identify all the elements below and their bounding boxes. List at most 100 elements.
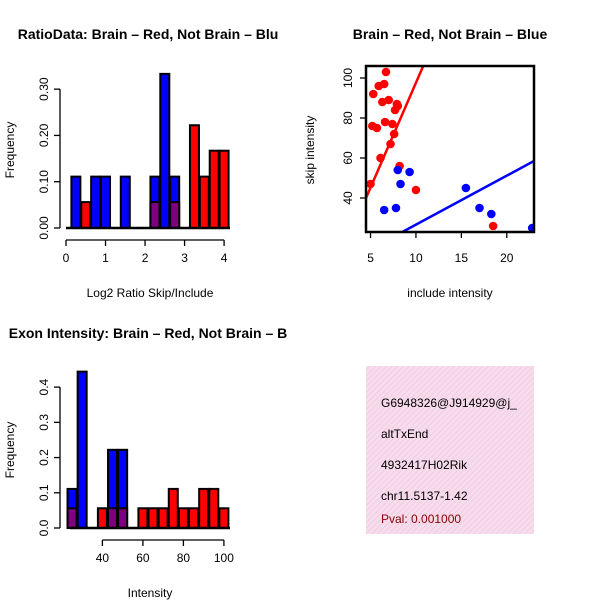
scatter-frame — [364, 64, 536, 234]
scatter-y-axis-label: skip intensity — [303, 116, 317, 185]
not-brain-bar — [70, 175, 82, 230]
ratio-brain-bars — [80, 124, 230, 230]
x-tick-label: 60 — [136, 551, 150, 565]
exon-histogram-title: Exon Intensity: Brain – Red, Not Brain –… — [9, 325, 288, 341]
not-brain-point — [391, 203, 401, 213]
x-tick-label: 3 — [181, 251, 188, 265]
brain-point — [376, 153, 385, 163]
y-tick-label: 0.2 — [37, 449, 51, 466]
x-tick-label: 4 — [221, 251, 228, 265]
not-brain-point — [527, 223, 534, 232]
x-tick-label: 80 — [177, 551, 191, 565]
brain-point — [411, 185, 421, 195]
x-tick-label: 5 — [367, 251, 374, 265]
y-tick-label: 40 — [341, 191, 355, 205]
info-event-type: altTxEnd — [381, 427, 428, 441]
info-location: chr11.5137-1.42 — [381, 489, 468, 503]
y-tick-label: 0.3 — [37, 414, 51, 431]
brain-point — [381, 67, 391, 77]
brain-bar — [149, 201, 161, 230]
info-text-clip: G6948326@J914929@j_ altTxEnd 4932417H02R… — [381, 396, 517, 526]
brain-bar — [96, 507, 108, 529]
brain-bar — [147, 507, 159, 529]
y-tick-label: 0.1 — [37, 484, 51, 501]
exon-x-axis-label: Intensity — [128, 586, 173, 600]
y-tick-label: 0.4 — [37, 378, 51, 395]
exon-x-axis: 40 60 80 100 — [96, 539, 234, 565]
exon-brain-bars — [66, 487, 230, 529]
not-brain-bar — [76, 370, 88, 530]
scatter-y-axis: 40 60 80 100 — [341, 68, 366, 205]
info-gene-name: 4932417H02Rik — [381, 458, 468, 472]
ratio-histogram-panel: RatioData: Brain – Red, Not Brain – Blu … — [3, 26, 278, 300]
brain-point — [386, 139, 395, 149]
brain-point — [368, 89, 378, 99]
brain-bar — [188, 124, 200, 229]
ratio-y-axis: 0.00 0.10 0.20 0.30 — [37, 77, 61, 240]
info-pval: Pval: 0.001000 — [381, 512, 461, 526]
y-tick-label: 0.0 — [37, 519, 51, 536]
x-tick-label: 0 — [63, 251, 70, 265]
brain-bar — [198, 487, 210, 529]
brain-point — [393, 101, 403, 111]
intensity-scatter-panel: Brain – Red, Not Brain – Blue 5 10 15 20 40… — [303, 26, 547, 300]
y-tick-label: 100 — [341, 68, 355, 88]
brain-bar — [218, 149, 230, 229]
not-brain-point — [396, 179, 405, 189]
brain-bar — [66, 507, 78, 529]
not-brain-bar — [119, 175, 131, 230]
y-tick-label: 0.00 — [37, 216, 51, 240]
x-tick-label: 1 — [102, 251, 109, 265]
brain-point — [388, 119, 397, 129]
exon-y-axis-label: Frequency — [3, 422, 17, 479]
exon-not-brain-bars — [66, 370, 129, 530]
ratio-x-axis-label: Log2 Ratio Skip/Include — [87, 286, 214, 300]
y-tick-label: 0.30 — [37, 77, 51, 101]
y-tick-label: 0.10 — [37, 170, 51, 194]
x-tick-label: 20 — [500, 251, 514, 265]
info-box — [366, 366, 534, 534]
x-tick-label: 100 — [214, 551, 234, 565]
not-brain-point — [475, 203, 484, 213]
x-tick-label: 15 — [455, 251, 469, 265]
y-tick-label: 0.20 — [37, 123, 51, 147]
scatter-x-axis: 5 10 15 20 — [367, 232, 514, 265]
brain-point — [379, 79, 389, 89]
brain-bar — [177, 507, 189, 529]
not-brain-fit-line — [401, 159, 534, 232]
y-tick-label: 80 — [341, 111, 355, 125]
exon-y-axis: 0.0 0.1 0.2 0.3 0.4 — [37, 378, 61, 536]
ratio-histogram-title: RatioData: Brain – Red, Not Brain – Blu — [18, 26, 279, 42]
x-tick-label: 40 — [96, 551, 110, 565]
brain-bar — [167, 487, 179, 529]
info-panel: G6948326@J914929@j_ altTxEnd 4932417H02R… — [366, 366, 534, 534]
scatter-plot-area — [366, 66, 534, 232]
scatter-title: Brain – Red, Not Brain – Blue — [353, 26, 548, 42]
brain-bar — [208, 487, 220, 529]
brain-bar — [198, 175, 210, 230]
exon-intensity-histogram-panel: Exon Intensity: Brain – Red, Not Brain –… — [3, 325, 287, 600]
scatter-x-axis-label: include intensity — [407, 286, 492, 300]
brain-bar — [80, 201, 92, 230]
brain-bar — [218, 507, 230, 529]
info-probe-id: G6948326@J914929@j_ — [381, 396, 517, 410]
not-brain-bar — [100, 175, 112, 230]
y-tick-label: 60 — [341, 151, 355, 165]
not-brain-point — [393, 165, 403, 175]
x-tick-label: 2 — [142, 251, 149, 265]
not-brain-point — [379, 205, 389, 215]
ratio-x-axis: 0 1 2 3 4 — [63, 239, 228, 265]
brain-point — [384, 95, 394, 105]
brain-point — [488, 221, 498, 231]
brain-bar — [188, 507, 200, 529]
brain-bar — [169, 201, 181, 230]
brain-bar — [137, 507, 149, 529]
brain-bar — [208, 149, 220, 229]
not-brain-bar — [159, 72, 171, 229]
brain-bar — [107, 507, 119, 529]
not-brain-point — [487, 209, 496, 219]
brain-point — [389, 129, 399, 139]
x-tick-label: 10 — [409, 251, 423, 265]
brain-bar — [117, 507, 129, 529]
